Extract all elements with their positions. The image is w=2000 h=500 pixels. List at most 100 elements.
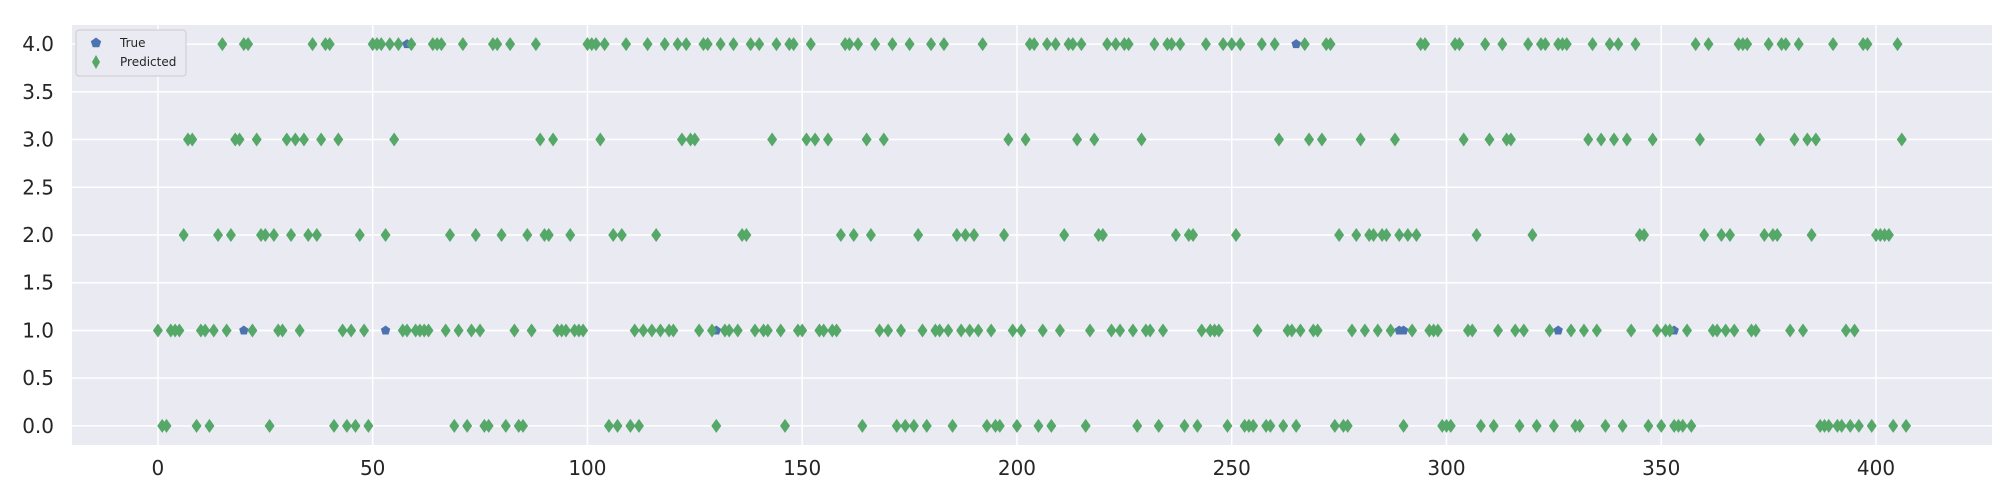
data-point-predicted bbox=[668, 323, 679, 338]
data-point-predicted bbox=[225, 228, 236, 242]
data-point-predicted bbox=[1621, 132, 1632, 147]
data-point-predicted bbox=[1256, 37, 1267, 52]
data-point-predicted bbox=[1901, 418, 1912, 433]
data-point-predicted bbox=[1651, 323, 1662, 338]
data-point-predicted bbox=[844, 37, 855, 52]
data-point-predicted bbox=[522, 228, 533, 242]
data-point-predicted bbox=[797, 323, 808, 338]
data-point-predicted bbox=[483, 418, 494, 433]
data-point-predicted bbox=[1016, 323, 1027, 338]
legend-marker-predicted bbox=[92, 55, 100, 69]
data-point-predicted bbox=[1493, 323, 1504, 338]
data-point-predicted bbox=[1742, 37, 1753, 52]
y-tick-label: 3.5 bbox=[22, 80, 54, 104]
data-point-predicted bbox=[603, 418, 614, 433]
data-point-predicted bbox=[913, 228, 924, 242]
data-point-predicted bbox=[1226, 37, 1237, 52]
data-point-predicted bbox=[1153, 418, 1164, 433]
data-point-predicted bbox=[1845, 418, 1856, 433]
data-point-predicted bbox=[1639, 228, 1650, 242]
data-point-predicted bbox=[204, 418, 215, 433]
data-point-predicted bbox=[926, 37, 937, 52]
data-point-predicted bbox=[1102, 37, 1113, 52]
data-point-predicted bbox=[659, 37, 670, 52]
data-point-predicted bbox=[741, 228, 752, 242]
data-point-predicted bbox=[389, 132, 400, 147]
data-point-predicted bbox=[268, 228, 279, 242]
data-point-predicted bbox=[724, 323, 735, 338]
data-point-predicted bbox=[1089, 132, 1100, 147]
data-point-predicted bbox=[1750, 323, 1761, 338]
data-point-predicted bbox=[449, 418, 460, 433]
data-point-predicted bbox=[1355, 132, 1366, 147]
legend-box bbox=[75, 29, 187, 77]
data-point-predicted bbox=[810, 132, 821, 147]
data-point-predicted bbox=[1587, 37, 1598, 52]
data-point-predicted bbox=[616, 228, 627, 242]
data-point-predicted bbox=[281, 132, 292, 147]
data-point-predicted bbox=[921, 418, 932, 433]
data-point-predicted bbox=[780, 418, 791, 433]
data-point-predicted bbox=[870, 37, 881, 52]
data-point-predicted bbox=[350, 418, 361, 433]
data-point-predicted bbox=[1647, 132, 1658, 147]
data-point-predicted bbox=[286, 228, 297, 242]
data-point-predicted bbox=[749, 323, 760, 338]
data-point-predicted bbox=[354, 228, 365, 242]
data-point-predicted bbox=[1810, 132, 1821, 147]
data-point-predicted bbox=[883, 323, 894, 338]
data-point-predicted bbox=[887, 37, 898, 52]
data-point-predicted bbox=[1892, 37, 1903, 52]
data-point-predicted bbox=[964, 323, 975, 338]
data-point-predicted bbox=[707, 323, 717, 338]
data-point-predicted bbox=[1759, 228, 1770, 242]
data-point-true bbox=[1291, 39, 1301, 49]
data-point-predicted bbox=[1849, 323, 1860, 338]
data-point-predicted bbox=[1896, 132, 1907, 147]
data-point-predicted bbox=[853, 37, 864, 52]
data-point-predicted bbox=[1046, 418, 1057, 433]
data-point-predicted bbox=[174, 323, 185, 338]
data-point-predicted bbox=[900, 418, 911, 433]
data-point-predicted bbox=[251, 132, 262, 147]
data-point-predicted bbox=[260, 228, 271, 242]
data-point-predicted bbox=[492, 37, 503, 52]
x-tick-label: 150 bbox=[783, 456, 821, 480]
data-point-predicted bbox=[943, 323, 954, 338]
data-point-predicted bbox=[1192, 418, 1203, 433]
data-point-predicted bbox=[874, 323, 885, 338]
data-point-predicted bbox=[1115, 323, 1126, 338]
data-point-predicted bbox=[1291, 418, 1302, 433]
data-point-predicted bbox=[1372, 323, 1383, 338]
data-point-predicted bbox=[1389, 132, 1400, 147]
data-point-true bbox=[239, 325, 249, 335]
data-point-predicted bbox=[161, 418, 172, 433]
data-point-predicted bbox=[208, 323, 219, 338]
data-point-predicted bbox=[509, 323, 520, 338]
data-point-predicted bbox=[1763, 37, 1774, 52]
data-point-predicted bbox=[1518, 323, 1529, 338]
data-point-predicted bbox=[298, 132, 309, 147]
data-point-predicted bbox=[337, 323, 348, 338]
data-point-predicted bbox=[1273, 132, 1284, 147]
data-point-predicted bbox=[999, 228, 1010, 242]
data-point-predicted bbox=[1798, 323, 1809, 338]
data-point-predicted bbox=[1458, 132, 1469, 147]
data-point-predicted bbox=[1084, 323, 1095, 338]
data-point-predicted bbox=[1110, 37, 1121, 52]
data-point-predicted bbox=[934, 323, 945, 338]
data-point-predicted bbox=[1454, 37, 1465, 52]
data-point-predicted bbox=[1785, 323, 1796, 338]
data-point-predicted bbox=[835, 228, 846, 242]
data-point-predicted bbox=[1170, 228, 1181, 242]
data-point-predicted bbox=[981, 418, 992, 433]
data-point-predicted bbox=[1690, 37, 1701, 52]
data-point-predicted bbox=[1200, 37, 1211, 52]
data-point-predicted bbox=[805, 37, 816, 52]
data-point-predicted bbox=[1853, 418, 1864, 433]
y-tick-label: 2.5 bbox=[22, 175, 54, 199]
data-point-predicted bbox=[453, 323, 464, 338]
data-point-predicted bbox=[767, 132, 778, 147]
data-point-predicted bbox=[316, 132, 327, 147]
y-tick-label: 2.0 bbox=[22, 223, 54, 247]
